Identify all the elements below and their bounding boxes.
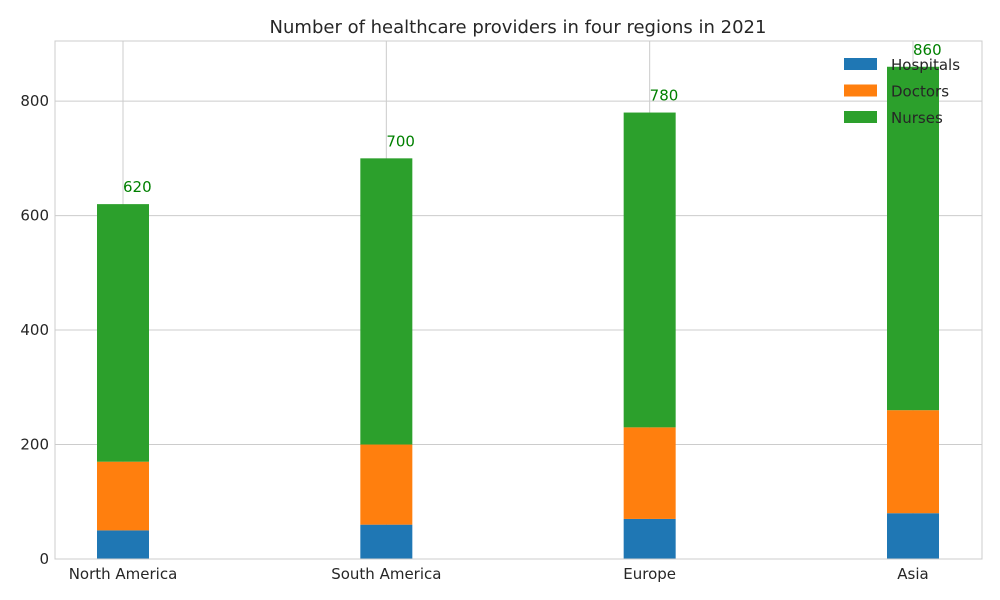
x-tick-label: Asia: [897, 565, 928, 583]
y-tick-label: 600: [20, 207, 49, 225]
bar-doctors: [97, 461, 149, 531]
legend-label: Hospitals: [891, 56, 960, 74]
y-tick-label: 800: [20, 92, 49, 110]
chart-title: Number of healthcare providers in four r…: [270, 17, 767, 38]
legend-label: Nurses: [891, 109, 943, 127]
total-label: 780: [650, 87, 679, 105]
bar-doctors: [360, 444, 413, 525]
x-tick-label: South America: [331, 565, 441, 583]
bar-doctors: [623, 427, 676, 519]
x-tick-label: Europe: [623, 565, 676, 583]
bar-hospitals: [97, 530, 149, 559]
bar-nurses: [360, 158, 413, 445]
legend: Hospitals Doctors Nurses: [844, 56, 960, 127]
bar-layer: [97, 66, 939, 559]
axis-layer: 0 200 400 600 800 North America South America E…: [20, 40, 983, 583]
total-label: 860: [913, 41, 942, 59]
label-layer: 620 700 780 860: [123, 41, 942, 196]
legend-swatch: [844, 58, 877, 70]
legend-swatch: [844, 84, 877, 97]
axes-frame: [54, 40, 983, 560]
total-label: 620: [123, 178, 152, 196]
grid-layer: [55, 41, 982, 560]
bar-hospitals: [887, 513, 939, 559]
x-tick-label: North America: [69, 565, 178, 583]
y-tick-label: 200: [20, 436, 49, 454]
bar-hospitals: [623, 518, 676, 559]
total-label: 700: [386, 132, 415, 150]
bar-nurses: [623, 112, 676, 428]
legend-swatch: [844, 111, 877, 123]
y-tick-label: 400: [20, 321, 49, 339]
bar-hospitals: [360, 524, 413, 559]
bar-nurses: [887, 66, 939, 411]
bar-nurses: [97, 204, 149, 462]
legend-label: Doctors: [891, 83, 949, 101]
bar-doctors: [887, 410, 939, 514]
y-tick-label: 0: [39, 550, 49, 568]
